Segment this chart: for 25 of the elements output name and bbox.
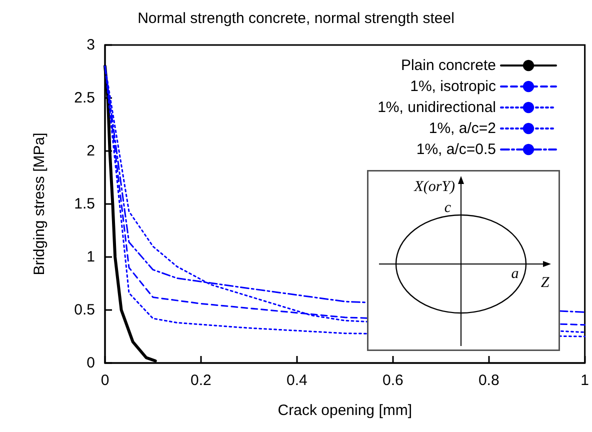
legend-label: 1%, a/c=2 <box>428 120 496 137</box>
y-axis-title: Bridging stress [MPa] <box>31 132 48 276</box>
x-tick-label: 0.6 <box>382 372 404 389</box>
annotation: a <box>511 266 519 282</box>
y-tick-label: 0.5 <box>74 302 95 318</box>
x-tick-label: 0.2 <box>190 372 212 389</box>
legend-label: 1%, isotropic <box>410 78 496 95</box>
y-tick-label: 2.5 <box>74 90 95 106</box>
legend-label: 1%, unidirectional <box>378 99 496 116</box>
annotation: c <box>444 200 452 216</box>
annotation: X(orY) <box>413 179 455 195</box>
x-tick-label: 0 <box>100 372 110 389</box>
x-axis-title: Crack opening [mm] <box>278 402 412 419</box>
y-tick-label: 2 <box>86 142 95 160</box>
y-tick-label: 0 <box>86 354 95 372</box>
chart-title: Normal strength concrete, normal strength steel <box>138 10 454 27</box>
x-tick-label: 0.8 <box>478 372 500 389</box>
x-tick-label: 1 <box>580 372 589 389</box>
annotation: Z <box>540 275 550 291</box>
y-tick-label: 1.5 <box>74 196 95 212</box>
x-tick-label: 0.4 <box>286 372 308 389</box>
legend-label: 1%, a/c=0.5 <box>416 141 496 158</box>
legend-label: Plain concrete <box>400 57 496 74</box>
y-tick-label: 1 <box>86 248 95 266</box>
y-tick-label: 3 <box>86 36 95 54</box>
